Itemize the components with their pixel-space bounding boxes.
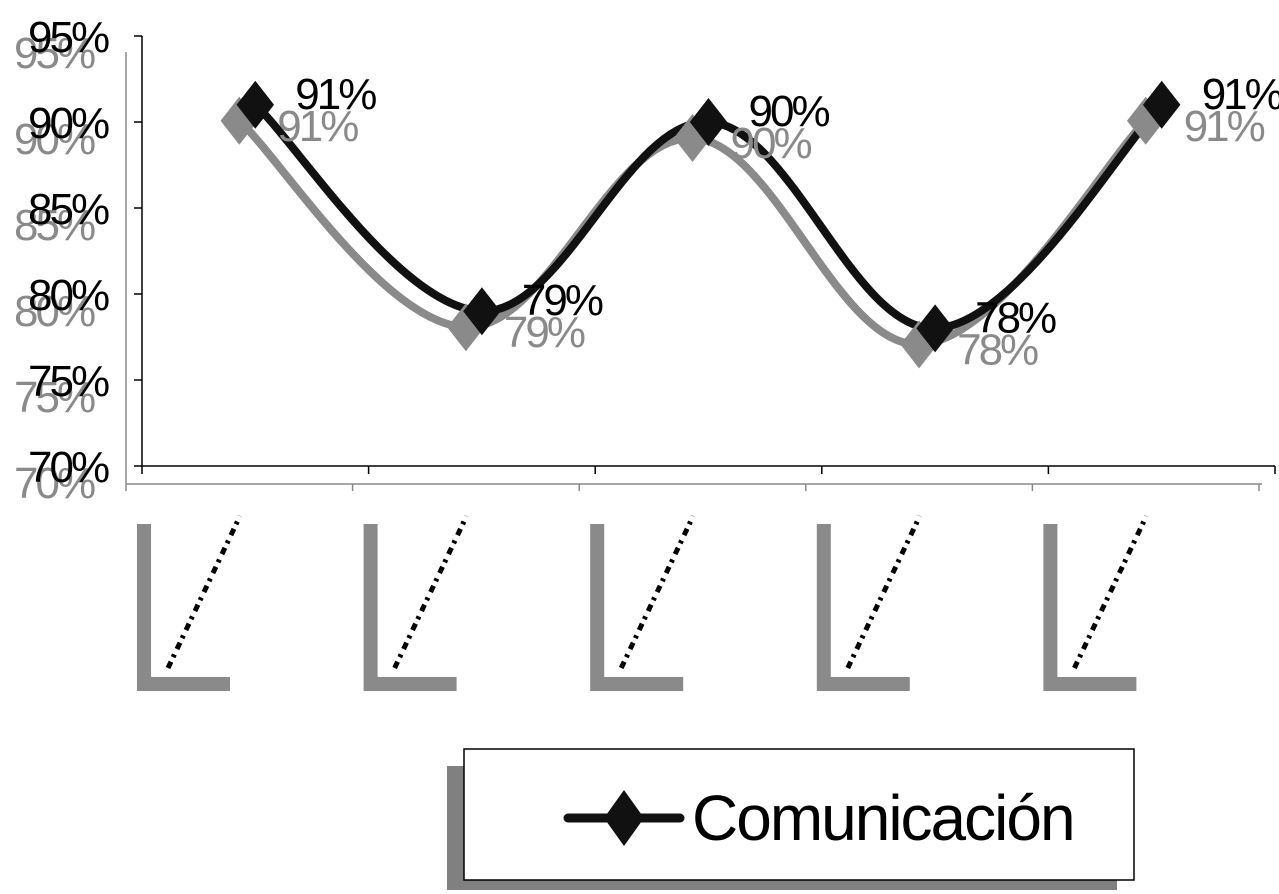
y-tick-label: 75% (28, 357, 109, 406)
data-point-marker (1142, 80, 1181, 129)
x-category-label (137, 514, 243, 691)
x-category-label (1043, 514, 1149, 691)
y-tick-label-shadow: 90% (14, 115, 95, 164)
x-category-label (590, 514, 696, 691)
data-label-shadow: 79% (504, 308, 585, 357)
y-tick-label-shadow: 85% (14, 201, 95, 250)
data-label-shadow: 91% (1184, 102, 1265, 151)
legend-diamond-marker (604, 790, 644, 846)
data-label: 90% (749, 87, 830, 136)
data-point-marker (463, 287, 501, 336)
y-axis-ticks: 70%70% 75%75% 80%80% 85%85% 90%90% 95%95% (14, 13, 142, 508)
data-label-shadow: 90% (731, 119, 812, 168)
legend: Comunicación (447, 748, 1135, 890)
y-tick-label: 80% (28, 271, 109, 320)
data-point-marker-shadow (900, 320, 938, 369)
series-comunicacion (220, 80, 1181, 369)
y-tick-label-shadow: 80% (14, 287, 95, 336)
data-point-marker (916, 304, 954, 353)
data-point-marker (689, 98, 728, 146)
data-label: 79% (522, 276, 603, 325)
data-point-marker-shadow (447, 303, 485, 352)
legend-label: Comunicación (692, 782, 1074, 854)
y-tick-label: 70% (28, 443, 109, 492)
y-tick-label: 90% (28, 99, 109, 148)
y-tick-label: 95% (28, 13, 109, 62)
data-label: 91% (1202, 70, 1279, 119)
y-tick-label-shadow: 70% (14, 459, 95, 508)
y-tick-label-shadow: 75% (14, 373, 95, 422)
x-axis-category-labels (137, 514, 1149, 691)
data-point-marker-shadow (1126, 96, 1165, 145)
x-category-label (363, 514, 469, 691)
data-labels: 91%91%79%79%90%90%78%78%91%91% (277, 70, 1279, 375)
data-label: 91% (295, 70, 376, 119)
y-tick-label: 85% (28, 185, 109, 234)
data-label: 78% (975, 293, 1056, 342)
x-category-label (816, 514, 923, 691)
data-label-shadow: 91% (277, 102, 358, 151)
axes (125, 36, 1276, 491)
y-tick-label-shadow: 95% (14, 29, 95, 78)
data-label-shadow: 78% (957, 325, 1038, 374)
data-point-marker (236, 80, 275, 129)
